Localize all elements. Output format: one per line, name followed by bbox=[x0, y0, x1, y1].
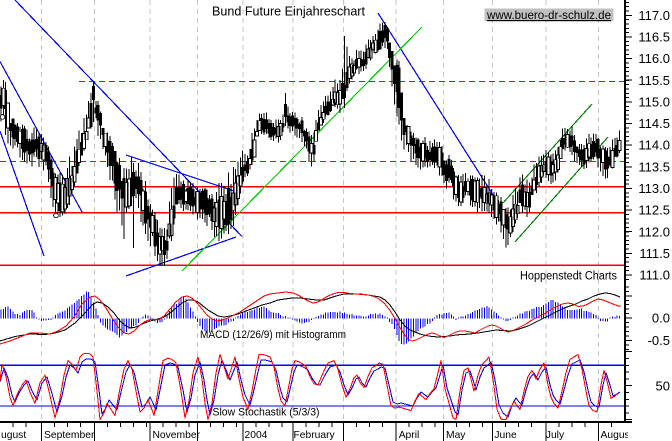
svg-text:July: July bbox=[546, 430, 565, 441]
svg-text:June: June bbox=[494, 430, 517, 441]
svg-text:111.5: 111.5 bbox=[639, 246, 670, 261]
svg-text:115.5: 115.5 bbox=[638, 73, 670, 88]
svg-text:111.0: 111.0 bbox=[639, 268, 670, 283]
svg-text:117.0: 117.0 bbox=[638, 8, 670, 23]
svg-text:114.5: 114.5 bbox=[638, 116, 670, 131]
svg-text:115.0: 115.0 bbox=[638, 94, 670, 109]
svg-text:May: May bbox=[446, 430, 466, 441]
svg-text:116.0: 116.0 bbox=[638, 51, 670, 66]
svg-text:August: August bbox=[601, 430, 633, 441]
svg-text:112.5: 112.5 bbox=[638, 203, 670, 218]
svg-text:Slow Stochastik (5/3/3): Slow Stochastik (5/3/3) bbox=[213, 407, 320, 419]
svg-text:-0.5: -0.5 bbox=[648, 333, 670, 348]
svg-text:116.5: 116.5 bbox=[638, 30, 670, 45]
svg-text:Bund Future Einjahreschart: Bund Future Einjahreschart bbox=[212, 4, 365, 19]
svg-text:Hoppenstedt Charts: Hoppenstedt Charts bbox=[520, 271, 617, 283]
svg-text:50: 50 bbox=[656, 378, 670, 393]
svg-text:114.0: 114.0 bbox=[638, 138, 670, 153]
svg-text:2004: 2004 bbox=[245, 430, 268, 441]
svg-text:113.0: 113.0 bbox=[638, 181, 670, 196]
svg-text:www.buero-dr-schulz.de: www.buero-dr-schulz.de bbox=[486, 8, 611, 22]
svg-text:113.5: 113.5 bbox=[638, 159, 670, 174]
svg-text:February: February bbox=[294, 430, 336, 441]
svg-text:ugust: ugust bbox=[1, 430, 26, 441]
svg-text:MACD (12/26/9) mit Histogramm: MACD (12/26/9) mit Histogramm bbox=[200, 329, 346, 341]
svg-text:112.0: 112.0 bbox=[638, 224, 670, 239]
svg-text:April: April bbox=[399, 430, 420, 441]
svg-text:November: November bbox=[153, 430, 201, 441]
svg-text:0.0: 0.0 bbox=[652, 311, 670, 326]
svg-text:September: September bbox=[44, 430, 95, 441]
